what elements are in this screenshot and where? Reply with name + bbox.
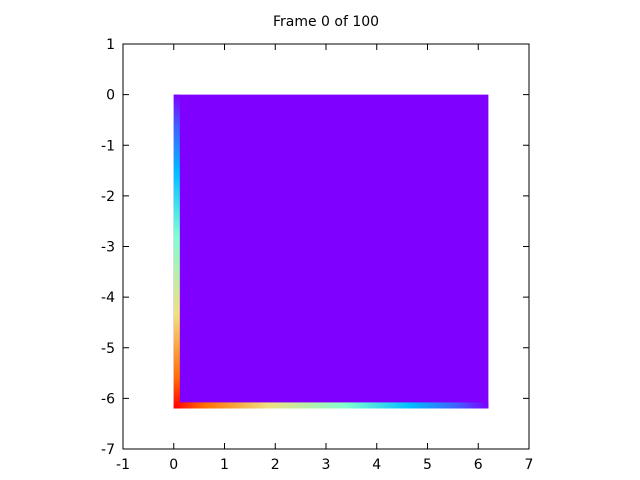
y-tick-label: -7: [101, 442, 115, 458]
y-tick-label: 1: [106, 37, 115, 53]
x-tick-label: 5: [423, 457, 432, 473]
y-tick-label: -1: [101, 138, 115, 154]
y-axis: 1 0 -1 -2 -3 -4 -5 -6 -7: [101, 37, 529, 458]
x-axis: -1 0 1 2 3 4 5 6 7: [116, 44, 533, 473]
y-tick-label: -6: [101, 391, 115, 407]
y-tick-label: -3: [101, 240, 115, 256]
y-tick-label: -4: [101, 290, 115, 306]
x-tick-label: -1: [116, 457, 130, 473]
heatmap-bottom-edge: [173, 402, 489, 409]
x-tick-label: 3: [322, 457, 331, 473]
x-tick-label: 0: [169, 457, 178, 473]
x-tick-label: 1: [220, 457, 229, 473]
x-tick-label: 7: [525, 457, 534, 473]
y-tick-label: -2: [101, 189, 115, 205]
x-tick-label: 4: [372, 457, 381, 473]
x-tick-label: 2: [271, 457, 280, 473]
chart-title: Frame 0 of 100: [273, 14, 379, 30]
x-tick-label: 6: [474, 457, 483, 473]
heatmap-base: [173, 94, 489, 409]
y-tick-label: 0: [106, 88, 115, 104]
y-tick-label: -5: [101, 341, 115, 357]
heatmap-left-edge: [173, 94, 180, 409]
heatmap-field: [173, 94, 489, 409]
